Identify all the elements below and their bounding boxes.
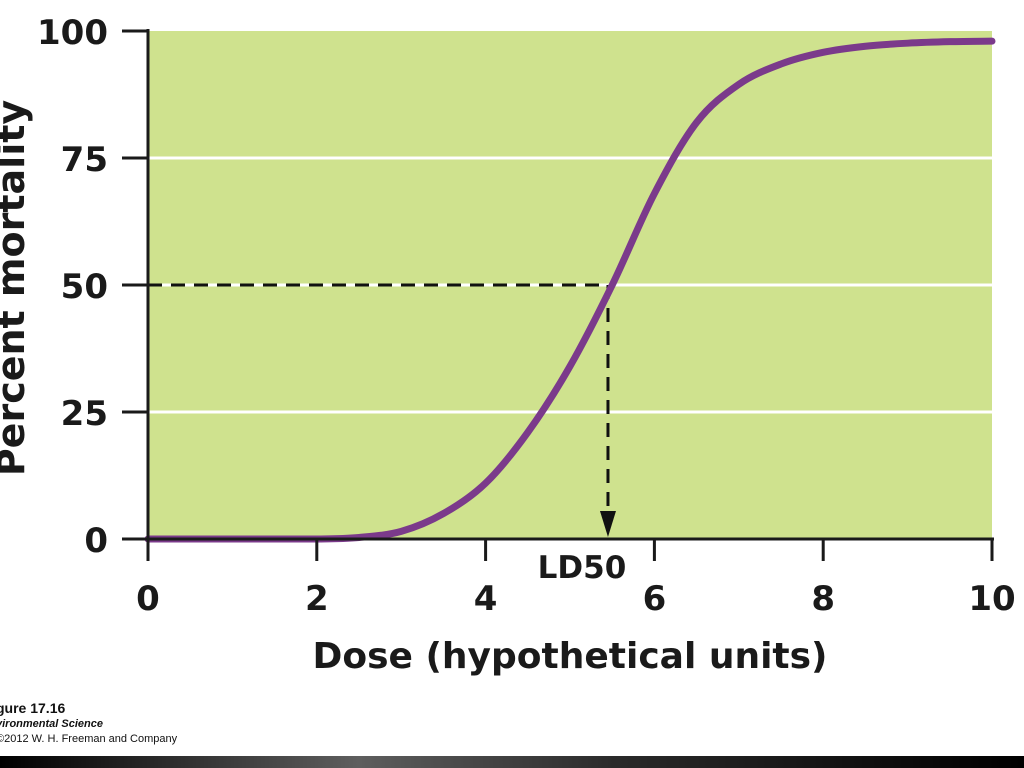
x-tick-label-10: 10 [968, 579, 1015, 619]
y-tick-label-50: 50 [61, 267, 108, 307]
ld50-arrowhead [599, 511, 616, 537]
x-tick-label-0: 0 [136, 579, 160, 619]
ld50-annotation-label: LD50 [538, 550, 627, 586]
book-title: vironmental Science [0, 718, 103, 730]
y-tick-label-25: 25 [61, 394, 108, 434]
ld50-guide-lines [148, 283, 616, 537]
axes [122, 29, 994, 561]
y-tick-label-100: 100 [37, 13, 108, 53]
x-tick-label-8: 8 [811, 579, 835, 619]
tick-labels: 0 25 50 75 100 0 2 4 6 8 10 [37, 13, 1016, 619]
y-tick-label-0: 0 [84, 521, 108, 561]
y-tick-label-75: 75 [61, 140, 108, 180]
figure-caption: gure 17.16 vironmental Science ©2012 W. … [0, 700, 177, 747]
figure-number: gure 17.16 [0, 700, 66, 716]
y-axis-label: Percent mortality [0, 100, 33, 477]
bottom-gradient-bar [0, 756, 1024, 768]
x-axis-label: Dose (hypothetical units) [312, 636, 827, 677]
copyright-text: 2012 W. H. Freeman and Company [4, 733, 178, 745]
x-tick-label-2: 2 [305, 579, 329, 619]
x-tick-label-6: 6 [643, 579, 667, 619]
copyright-line: ©2012 W. H. Freeman and Company [0, 733, 178, 745]
x-tick-label-4: 4 [474, 579, 498, 619]
